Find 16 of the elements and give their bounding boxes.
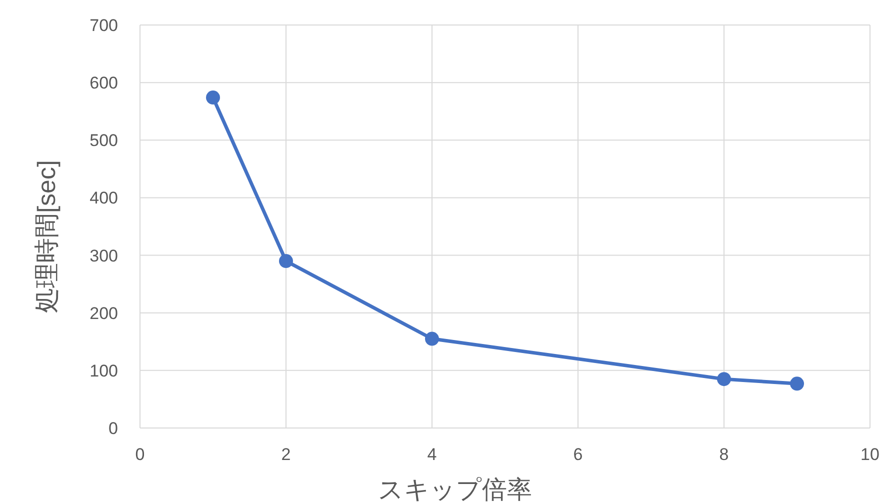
- y-tick-label: 100: [90, 361, 118, 380]
- y-tick-label: 300: [90, 246, 118, 266]
- y-tick-label: 500: [90, 131, 118, 150]
- x-tick-label: 4: [427, 445, 437, 464]
- x-tick-label: 10: [860, 445, 880, 464]
- y-tick-label: 700: [90, 16, 118, 35]
- x-tick-label: 8: [719, 445, 729, 464]
- x-tick-label: 2: [281, 445, 291, 464]
- x-tick-label: 0: [135, 445, 145, 464]
- y-tick-label: 200: [90, 304, 118, 323]
- x-axis-title: スキップ倍率: [378, 476, 532, 504]
- y-axis-title: 処理時間[sec]: [33, 160, 61, 313]
- y-tick-label: 600: [90, 74, 118, 93]
- y-tick-label: 400: [90, 188, 118, 208]
- x-tick-label: 6: [573, 445, 583, 464]
- y-tick-label: 0: [108, 419, 118, 438]
